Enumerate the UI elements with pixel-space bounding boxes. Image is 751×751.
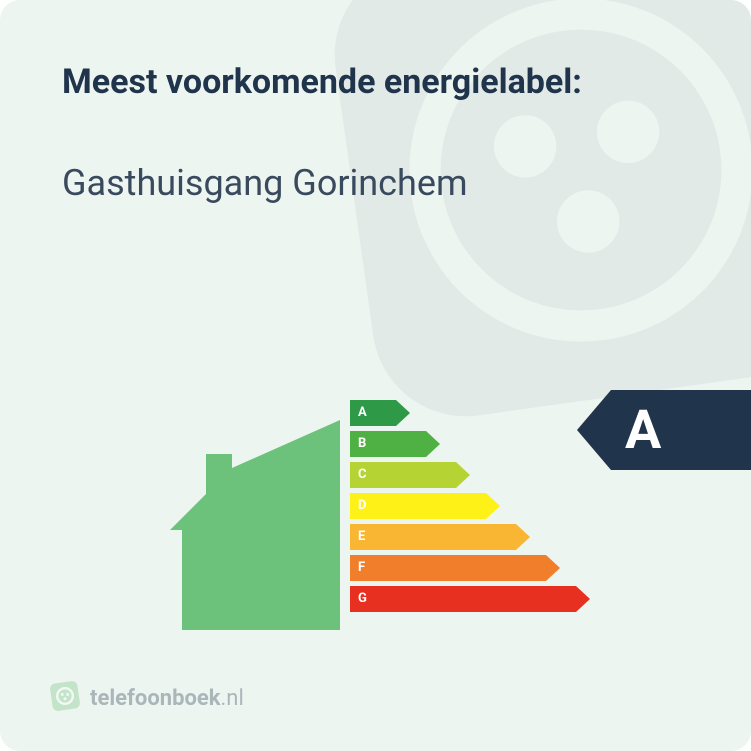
bar-label: D — [358, 493, 366, 519]
brand-name: telefoonboek — [90, 686, 221, 711]
card-subtitle: Gasthuisgang Gorinchem — [62, 162, 468, 204]
bar-label: F — [358, 555, 365, 581]
result-letter: A — [625, 399, 661, 462]
badge-body: A — [611, 390, 751, 470]
house-icon — [170, 410, 340, 630]
brand-text: telefoonboek.nl — [90, 686, 244, 711]
bar-label: G — [358, 586, 367, 612]
bar-label: C — [358, 462, 367, 488]
brand-tld: .nl — [221, 686, 244, 711]
bar-label: E — [358, 524, 365, 550]
bar-label: B — [358, 431, 366, 457]
badge-arrow-icon — [577, 390, 611, 470]
bar-label: A — [358, 400, 367, 426]
footer: telefoonboek.nl — [50, 681, 244, 715]
brand-logo-icon — [50, 681, 80, 715]
energy-chart: ABCDEFG — [170, 400, 590, 640]
card-title: Meest voorkomende energielabel: — [62, 62, 582, 102]
energy-label-card: Meest voorkomende energielabel: Gasthuis… — [0, 0, 751, 751]
result-badge: A — [577, 390, 751, 470]
